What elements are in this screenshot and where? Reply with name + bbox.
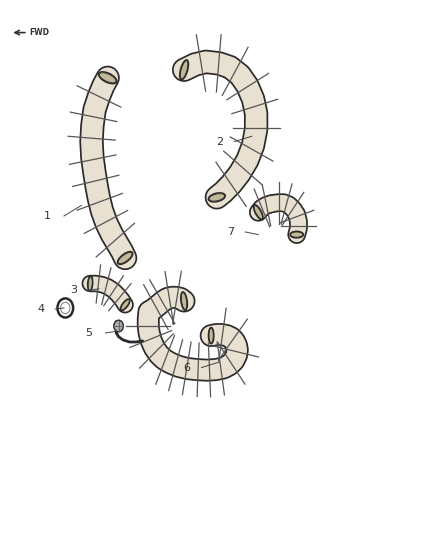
Text: 2: 2 [216, 136, 223, 147]
Text: 6: 6 [184, 362, 191, 373]
Text: 3: 3 [70, 286, 77, 295]
Text: 4: 4 [37, 304, 44, 314]
Ellipse shape [208, 193, 226, 202]
Ellipse shape [88, 276, 93, 291]
Ellipse shape [290, 231, 304, 238]
Text: FWD: FWD [29, 28, 49, 37]
Circle shape [114, 320, 124, 332]
Text: 1: 1 [44, 211, 51, 221]
Ellipse shape [254, 205, 263, 220]
Ellipse shape [181, 292, 187, 310]
Ellipse shape [208, 327, 214, 344]
Text: 5: 5 [85, 328, 92, 338]
Ellipse shape [99, 72, 117, 84]
Text: 7: 7 [227, 227, 234, 237]
Ellipse shape [120, 299, 130, 311]
Ellipse shape [117, 252, 133, 264]
Ellipse shape [180, 60, 188, 80]
